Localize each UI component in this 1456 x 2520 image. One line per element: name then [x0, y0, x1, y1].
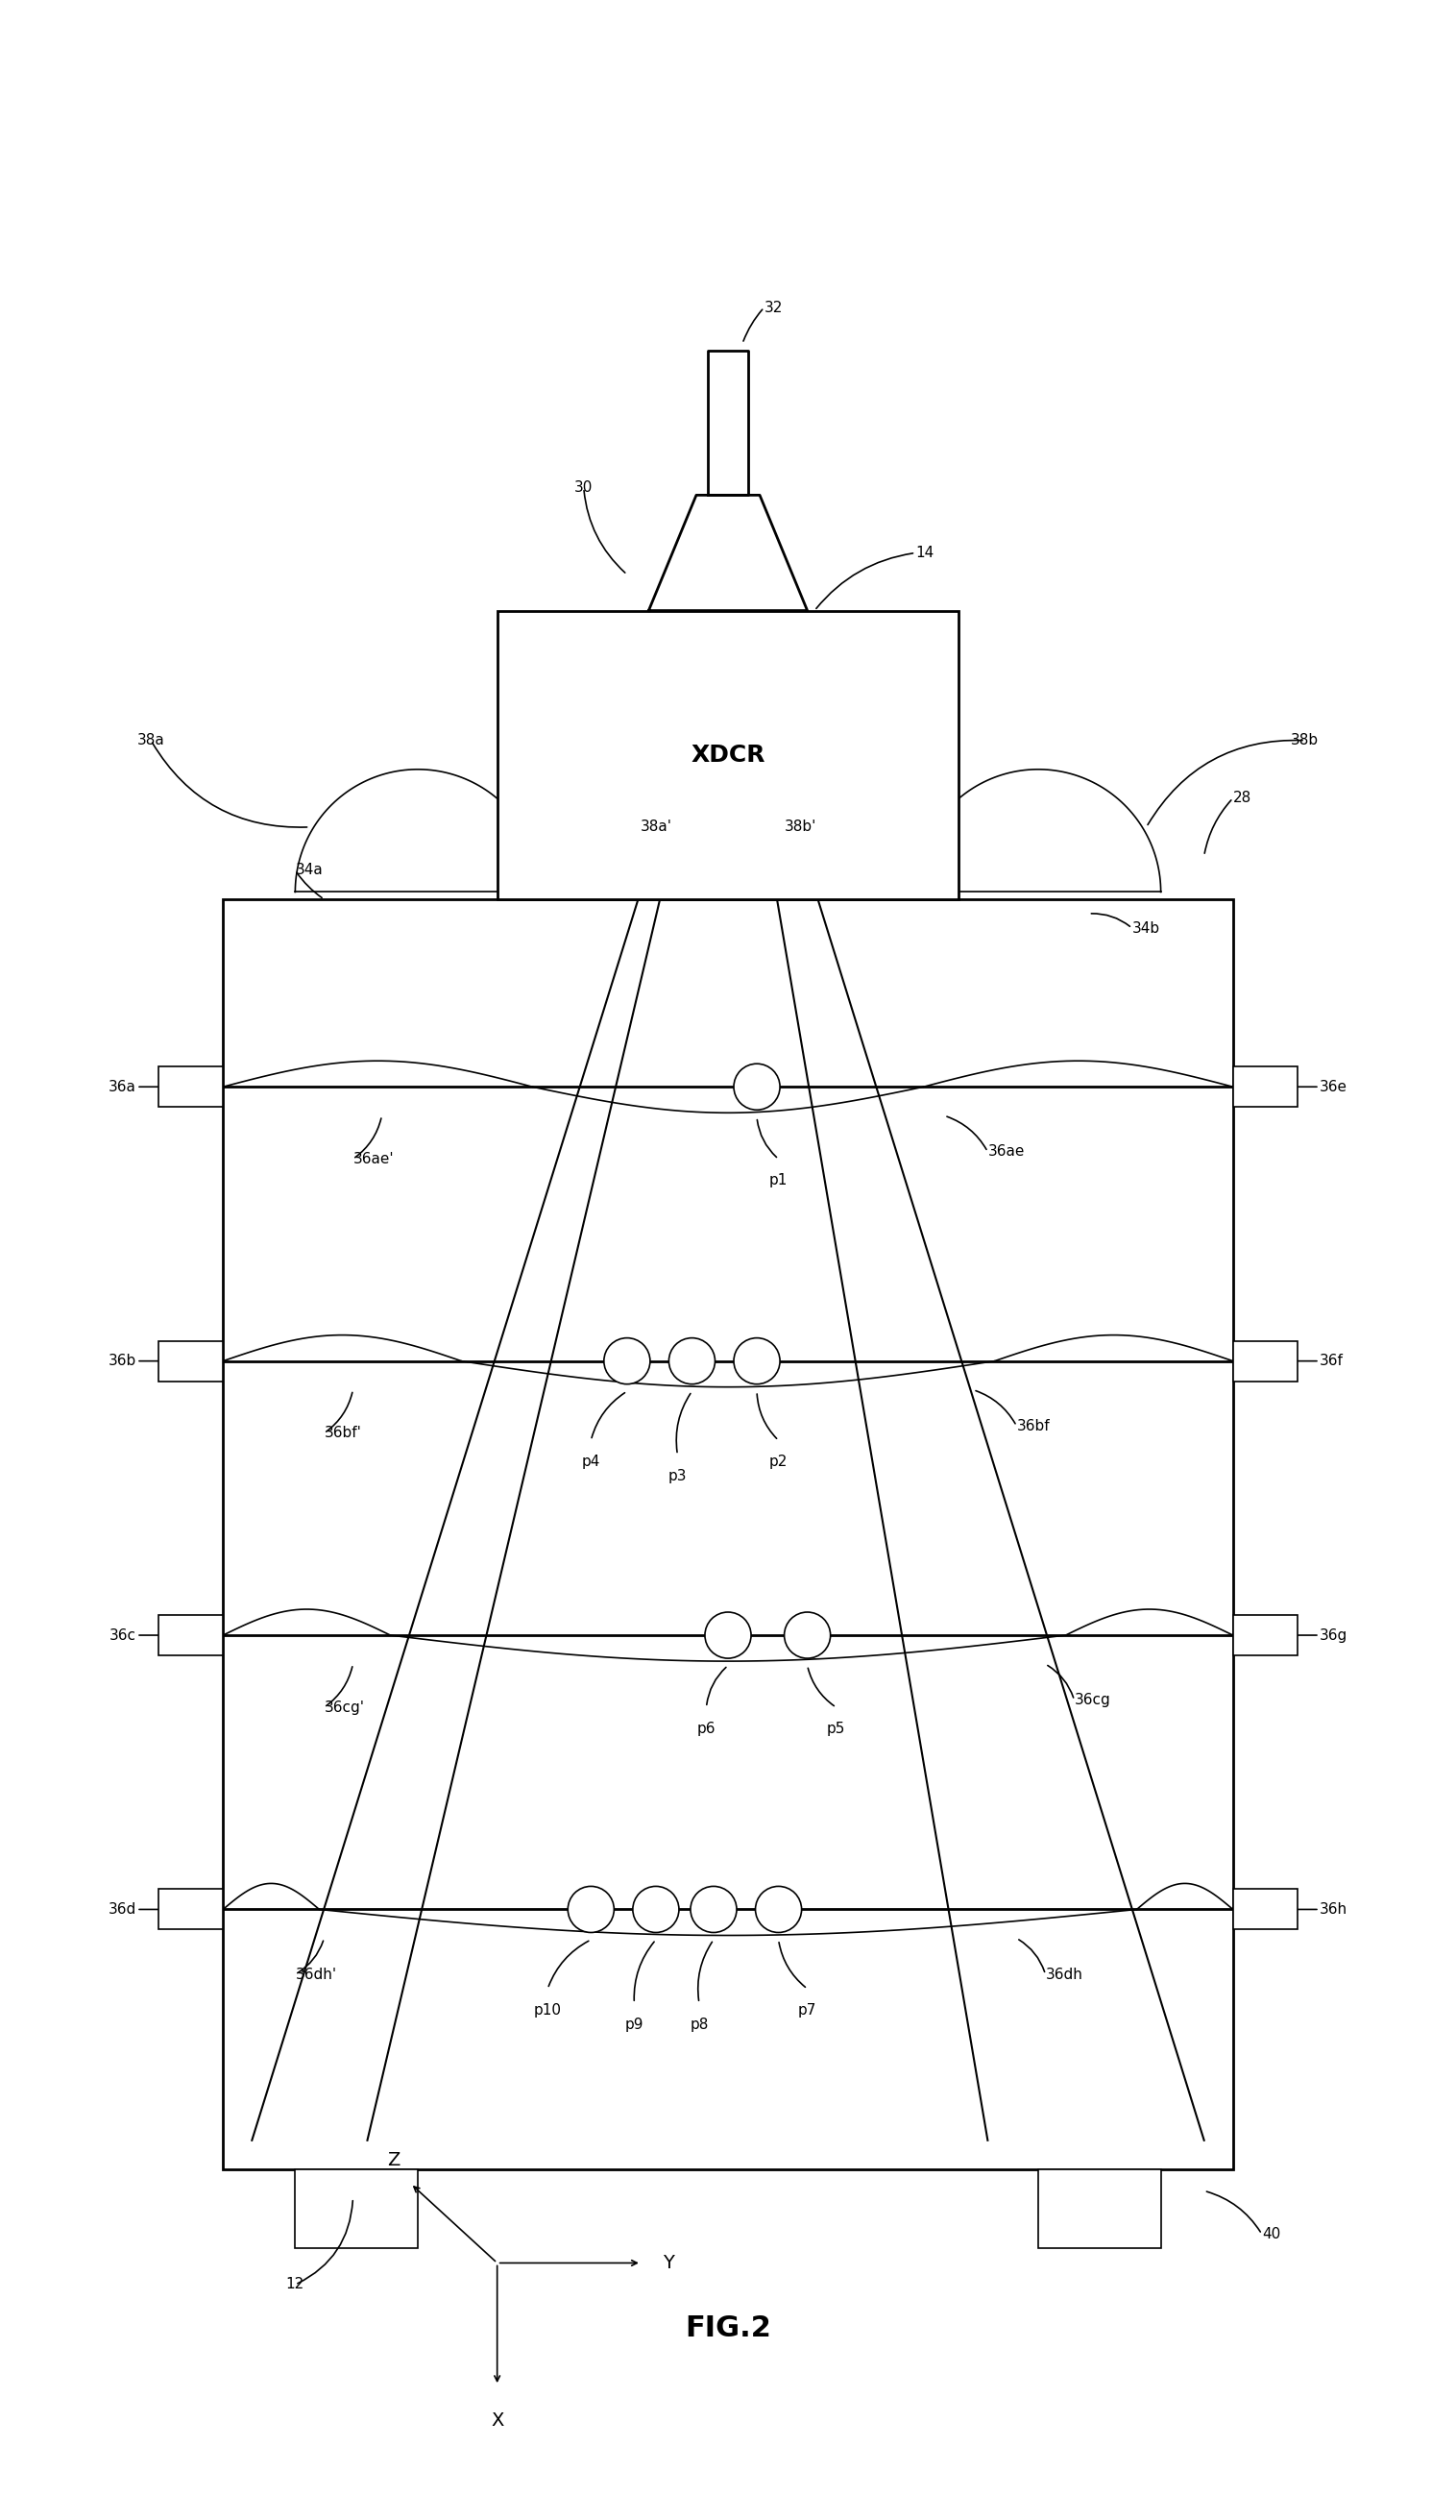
FancyBboxPatch shape [496, 610, 960, 900]
Text: 36dh: 36dh [1045, 1968, 1083, 1981]
Text: 36e: 36e [1319, 1079, 1347, 1094]
Text: 38a: 38a [137, 733, 165, 748]
Text: 36bf: 36bf [1016, 1419, 1050, 1434]
Text: 30: 30 [575, 481, 593, 494]
Text: 36h: 36h [1319, 1903, 1347, 1918]
Polygon shape [916, 769, 1160, 892]
Text: Z: Z [387, 2152, 400, 2170]
Text: 12: 12 [285, 2278, 304, 2291]
FancyBboxPatch shape [159, 1615, 223, 1656]
Text: p5: p5 [827, 1721, 846, 1736]
Text: 36f: 36f [1319, 1353, 1344, 1368]
Text: 34a: 34a [296, 864, 323, 877]
Circle shape [785, 1613, 830, 1658]
FancyBboxPatch shape [159, 1341, 223, 1381]
Text: 32: 32 [764, 300, 783, 315]
Text: 36b: 36b [108, 1353, 137, 1368]
Circle shape [633, 1887, 678, 1933]
Text: p7: p7 [798, 2003, 817, 2019]
Circle shape [734, 1063, 780, 1109]
Circle shape [705, 1613, 751, 1658]
Text: 36cg: 36cg [1075, 1693, 1111, 1709]
Polygon shape [649, 494, 807, 610]
Circle shape [690, 1887, 737, 1933]
Text: 36dh': 36dh' [296, 1968, 336, 1981]
Text: 38b: 38b [1291, 733, 1319, 748]
Text: 38b': 38b' [785, 819, 817, 834]
Text: 14: 14 [916, 547, 935, 559]
FancyBboxPatch shape [1038, 2170, 1160, 2248]
FancyBboxPatch shape [1233, 1066, 1297, 1106]
Text: 38a': 38a' [641, 819, 671, 834]
Text: 36d: 36d [108, 1903, 137, 1918]
Text: p8: p8 [690, 2019, 709, 2031]
Circle shape [568, 1887, 614, 1933]
FancyBboxPatch shape [159, 1066, 223, 1106]
Circle shape [734, 1338, 780, 1383]
Text: p9: p9 [625, 2019, 644, 2031]
Polygon shape [296, 769, 540, 892]
Text: 36c: 36c [109, 1628, 137, 1643]
Polygon shape [708, 350, 748, 494]
Text: 40: 40 [1262, 2228, 1280, 2240]
Text: X: X [491, 2412, 504, 2429]
Circle shape [604, 1338, 649, 1383]
Text: 36g: 36g [1319, 1628, 1348, 1643]
Text: p1: p1 [769, 1174, 788, 1187]
Text: 36cg': 36cg' [325, 1701, 364, 1714]
Text: 34b: 34b [1131, 920, 1160, 935]
Text: XDCR: XDCR [690, 743, 766, 766]
FancyBboxPatch shape [1233, 1615, 1297, 1656]
FancyBboxPatch shape [223, 900, 1233, 2170]
FancyBboxPatch shape [1233, 1341, 1297, 1381]
Text: 36bf': 36bf' [325, 1426, 361, 1441]
Text: 36ae: 36ae [987, 1144, 1025, 1159]
Circle shape [756, 1887, 802, 1933]
Text: 36ae': 36ae' [352, 1152, 393, 1167]
FancyBboxPatch shape [159, 1890, 223, 1930]
Text: p3: p3 [668, 1469, 687, 1484]
Text: FIG.2: FIG.2 [684, 2313, 772, 2341]
FancyBboxPatch shape [1233, 1890, 1297, 1930]
Text: 36a: 36a [109, 1079, 137, 1094]
Text: p2: p2 [769, 1454, 788, 1469]
Text: p6: p6 [697, 1721, 716, 1736]
Text: 28: 28 [1233, 791, 1251, 806]
Text: p4: p4 [581, 1454, 600, 1469]
FancyBboxPatch shape [296, 2170, 418, 2248]
Circle shape [668, 1338, 715, 1383]
Text: Y: Y [662, 2253, 674, 2273]
Text: p10: p10 [534, 2003, 562, 2019]
